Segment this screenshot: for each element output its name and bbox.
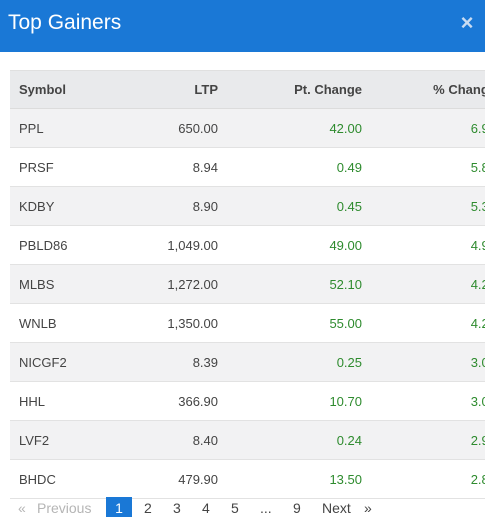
- cell-ltp: 479.90: [178, 471, 218, 487]
- page-button-9[interactable]: 9: [293, 500, 301, 516]
- page-ellipsis: ...: [260, 500, 272, 516]
- page-button-3[interactable]: 3: [173, 500, 181, 516]
- cell-pt-change: 13.50: [329, 471, 362, 487]
- cell-ltp: 650.00: [178, 120, 218, 136]
- cell-pt-change: 55.00: [329, 315, 362, 331]
- pagination: « Previous 1 2 3 4 5 ... 9 Next »: [10, 496, 475, 517]
- modal-header: Top Gainers ×: [0, 0, 485, 52]
- table-row[interactable]: LVF2 8.40 0.24 2.94: [10, 420, 485, 460]
- cell-ltp: 366.90: [178, 393, 218, 409]
- cell-symbol: LVF2: [19, 432, 50, 448]
- cell-ltp: 1,272.00: [167, 276, 218, 292]
- cell-symbol: PBLD86: [19, 237, 68, 253]
- cell-pt-change: 0.24: [336, 432, 362, 448]
- cell-symbol: PRSF: [19, 159, 54, 175]
- page-button-4[interactable]: 4: [202, 500, 210, 516]
- cell-symbol: HHL: [19, 393, 46, 409]
- cell-pt-change: 10.70: [329, 393, 362, 409]
- table-row[interactable]: WNLB 1,350.00 55.00 4.25: [10, 303, 485, 343]
- gainers-table-panel: Symbol LTP Pt. Change % Change PPL 650.0…: [10, 70, 485, 499]
- table-row[interactable]: HHL 366.90 10.70 3.00: [10, 381, 485, 421]
- cell-ltp: 8.90: [192, 198, 218, 214]
- page-button-1[interactable]: 1: [106, 497, 132, 517]
- modal-title: Top Gainers: [8, 11, 122, 34]
- cell-symbol: KDBY: [19, 198, 55, 214]
- column-header-pct-change[interactable]: % Change: [374, 70, 485, 109]
- gainers-table: Symbol LTP Pt. Change % Change PPL 650.0…: [10, 70, 485, 499]
- cell-pt-change: 42.00: [329, 120, 362, 136]
- cell-pt-change: 49.00: [329, 237, 362, 253]
- cell-pct-change: 4.25: [470, 315, 485, 331]
- cell-pct-change: 3.00: [470, 393, 485, 409]
- cell-pct-change: 4.90: [470, 237, 485, 253]
- prev-arrow-icon: «: [18, 500, 26, 516]
- previous-button: Previous: [37, 500, 92, 516]
- close-icon[interactable]: ×: [460, 10, 474, 35]
- column-header-pt-change[interactable]: Pt. Change: [230, 70, 374, 109]
- table-row[interactable]: MLBS 1,272.00 52.10 4.27: [10, 264, 485, 304]
- next-arrow-icon[interactable]: »: [364, 500, 372, 516]
- table-row[interactable]: NICGF2 8.39 0.25 3.07: [10, 342, 485, 382]
- cell-symbol: WNLB: [19, 315, 57, 331]
- cell-ltp: 1,350.00: [167, 315, 218, 331]
- column-header-symbol[interactable]: Symbol: [10, 70, 121, 109]
- cell-pct-change: 5.80: [470, 159, 485, 175]
- cell-symbol: BHDC: [19, 471, 56, 487]
- cell-pct-change: 3.07: [470, 354, 485, 370]
- cell-pt-change: 0.49: [336, 159, 362, 175]
- table-header-row: Symbol LTP Pt. Change % Change: [10, 70, 485, 109]
- table-row[interactable]: PPL 650.00 42.00 6.91: [10, 108, 485, 148]
- table-row[interactable]: PRSF 8.94 0.49 5.80: [10, 147, 485, 187]
- cell-ltp: 8.94: [192, 159, 218, 175]
- table-row[interactable]: KDBY 8.90 0.45 5.33: [10, 186, 485, 226]
- cell-pct-change: 4.27: [470, 276, 485, 292]
- cell-symbol: MLBS: [19, 276, 55, 292]
- cell-pct-change: 5.33: [470, 198, 485, 214]
- page-button-2[interactable]: 2: [144, 500, 152, 516]
- cell-ltp: 8.39: [192, 354, 218, 370]
- next-button[interactable]: Next: [322, 500, 351, 516]
- cell-pct-change: 2.89: [470, 471, 485, 487]
- cell-symbol: NICGF2: [19, 354, 67, 370]
- page-button-5[interactable]: 5: [231, 500, 239, 516]
- cell-ltp: 1,049.00: [167, 237, 218, 253]
- cell-symbol: PPL: [19, 120, 44, 136]
- cell-pt-change: 52.10: [329, 276, 362, 292]
- cell-pt-change: 0.25: [336, 354, 362, 370]
- table-row[interactable]: BHDC 479.90 13.50 2.89: [10, 459, 485, 499]
- cell-pct-change: 6.91: [470, 120, 485, 136]
- column-header-ltp[interactable]: LTP: [121, 70, 230, 109]
- table-row[interactable]: PBLD86 1,049.00 49.00 4.90: [10, 225, 485, 265]
- cell-pt-change: 0.45: [336, 198, 362, 214]
- cell-ltp: 8.40: [192, 432, 218, 448]
- cell-pct-change: 2.94: [470, 432, 485, 448]
